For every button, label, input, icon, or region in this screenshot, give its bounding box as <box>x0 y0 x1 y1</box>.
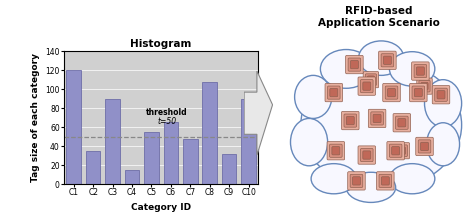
Title: Histogram: Histogram <box>130 39 192 49</box>
FancyBboxPatch shape <box>344 114 356 127</box>
Bar <box>125 170 139 184</box>
FancyBboxPatch shape <box>396 145 408 157</box>
FancyBboxPatch shape <box>348 58 361 71</box>
FancyBboxPatch shape <box>435 88 447 101</box>
FancyBboxPatch shape <box>348 172 365 190</box>
FancyBboxPatch shape <box>353 177 360 185</box>
FancyBboxPatch shape <box>368 109 386 128</box>
FancyBboxPatch shape <box>381 54 394 67</box>
Ellipse shape <box>295 75 332 119</box>
FancyBboxPatch shape <box>327 142 345 160</box>
FancyBboxPatch shape <box>388 88 395 97</box>
Ellipse shape <box>425 80 462 127</box>
FancyBboxPatch shape <box>393 114 410 132</box>
FancyBboxPatch shape <box>346 56 363 74</box>
FancyBboxPatch shape <box>414 65 427 78</box>
FancyBboxPatch shape <box>387 142 404 160</box>
FancyBboxPatch shape <box>363 151 371 159</box>
FancyBboxPatch shape <box>417 78 432 94</box>
FancyBboxPatch shape <box>358 77 375 95</box>
FancyBboxPatch shape <box>411 62 429 80</box>
FancyBboxPatch shape <box>371 112 383 125</box>
Ellipse shape <box>390 164 435 194</box>
Ellipse shape <box>320 50 372 88</box>
FancyBboxPatch shape <box>367 76 374 83</box>
Bar <box>105 99 120 184</box>
Ellipse shape <box>346 172 396 202</box>
Ellipse shape <box>390 52 435 86</box>
FancyBboxPatch shape <box>361 149 373 162</box>
FancyBboxPatch shape <box>420 142 428 151</box>
FancyBboxPatch shape <box>432 86 450 104</box>
FancyBboxPatch shape <box>342 111 359 130</box>
FancyBboxPatch shape <box>414 88 422 97</box>
FancyBboxPatch shape <box>332 147 340 155</box>
FancyBboxPatch shape <box>383 56 392 64</box>
FancyBboxPatch shape <box>392 147 400 155</box>
FancyBboxPatch shape <box>346 117 354 125</box>
Ellipse shape <box>291 119 328 166</box>
Ellipse shape <box>301 60 462 190</box>
FancyBboxPatch shape <box>365 74 376 85</box>
Bar <box>144 132 159 184</box>
FancyBboxPatch shape <box>437 91 445 99</box>
X-axis label: Category ID: Category ID <box>131 203 191 212</box>
Polygon shape <box>244 71 273 155</box>
Bar <box>66 70 81 184</box>
FancyBboxPatch shape <box>398 147 405 155</box>
Text: threshold: threshold <box>146 108 188 117</box>
FancyBboxPatch shape <box>389 144 402 157</box>
FancyBboxPatch shape <box>385 86 398 99</box>
FancyBboxPatch shape <box>350 60 358 69</box>
Ellipse shape <box>427 123 460 166</box>
Bar <box>202 82 217 184</box>
Y-axis label: Tag size of each category: Tag size of each category <box>31 53 40 182</box>
FancyBboxPatch shape <box>379 51 396 69</box>
FancyBboxPatch shape <box>412 86 425 99</box>
Bar <box>164 122 178 184</box>
FancyBboxPatch shape <box>418 140 431 153</box>
FancyBboxPatch shape <box>330 88 338 97</box>
FancyBboxPatch shape <box>361 79 373 93</box>
FancyBboxPatch shape <box>350 174 363 187</box>
Bar <box>86 151 100 184</box>
Ellipse shape <box>311 164 356 194</box>
FancyBboxPatch shape <box>329 144 342 157</box>
FancyBboxPatch shape <box>363 82 371 90</box>
FancyBboxPatch shape <box>373 114 381 123</box>
FancyBboxPatch shape <box>421 82 428 90</box>
FancyBboxPatch shape <box>419 80 430 92</box>
FancyBboxPatch shape <box>379 174 392 187</box>
Bar <box>241 99 256 184</box>
FancyBboxPatch shape <box>410 83 427 102</box>
Text: RFID-based
Application Scenario: RFID-based Application Scenario <box>318 6 440 28</box>
Ellipse shape <box>358 41 404 75</box>
FancyBboxPatch shape <box>395 116 408 129</box>
FancyBboxPatch shape <box>363 72 379 88</box>
FancyBboxPatch shape <box>394 143 410 159</box>
Text: t=50: t=50 <box>157 117 176 126</box>
FancyBboxPatch shape <box>325 83 343 102</box>
FancyBboxPatch shape <box>416 137 433 156</box>
FancyBboxPatch shape <box>328 86 340 99</box>
Bar <box>183 139 198 184</box>
Bar <box>222 154 237 184</box>
FancyBboxPatch shape <box>376 172 394 190</box>
FancyBboxPatch shape <box>417 67 424 75</box>
FancyBboxPatch shape <box>358 146 375 164</box>
FancyBboxPatch shape <box>398 119 406 127</box>
FancyBboxPatch shape <box>382 177 389 185</box>
FancyBboxPatch shape <box>383 83 400 102</box>
